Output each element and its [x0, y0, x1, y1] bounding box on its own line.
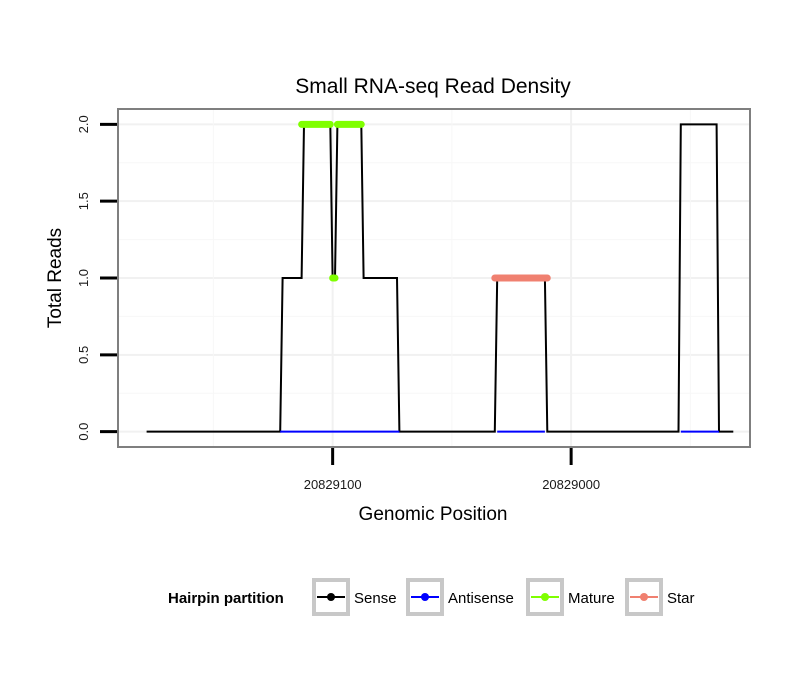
series-lines: [146, 120, 734, 433]
y-tick-label: 1.0: [76, 269, 91, 287]
legend-title: Hairpin partition: [168, 590, 284, 607]
legend-label: Mature: [568, 590, 615, 607]
legend-item-star: Star: [625, 578, 695, 616]
x-axis-title: Genomic Position: [359, 504, 508, 525]
legend-key-dot: [640, 593, 648, 601]
y-tick-label: 2.0: [76, 115, 91, 133]
legend-item-mature: Mature: [526, 578, 615, 616]
y-tick-label: 1.5: [76, 192, 91, 210]
y-axis-title: Total Reads: [45, 228, 66, 328]
y-tick-label: 0.5: [76, 346, 91, 364]
legend-label: Antisense: [448, 590, 514, 607]
y-tick-label: 0.0: [76, 423, 91, 441]
x-tick-label: 20829100: [304, 477, 362, 492]
grid: [118, 109, 750, 447]
legend-key-dot: [327, 593, 335, 601]
chart-title: Small RNA-seq Read Density: [295, 75, 571, 98]
legend-key-dot: [421, 593, 429, 601]
legend-item-sense: Sense: [312, 578, 397, 616]
legend-label: Sense: [354, 590, 397, 607]
legend-key-dot: [541, 593, 549, 601]
axes: 0.0 0.5 1.0 1.5 2.0 20829100 20829000: [76, 115, 600, 492]
legend-label: Star: [667, 590, 695, 607]
legend-item-antisense: Antisense: [406, 578, 514, 616]
legend: Hairpin partition Sense Antisense Mature St…: [168, 578, 695, 616]
sense-series-line: [146, 123, 734, 433]
x-tick-label: 20829000: [542, 477, 600, 492]
plot-panel-border: [117, 108, 751, 448]
